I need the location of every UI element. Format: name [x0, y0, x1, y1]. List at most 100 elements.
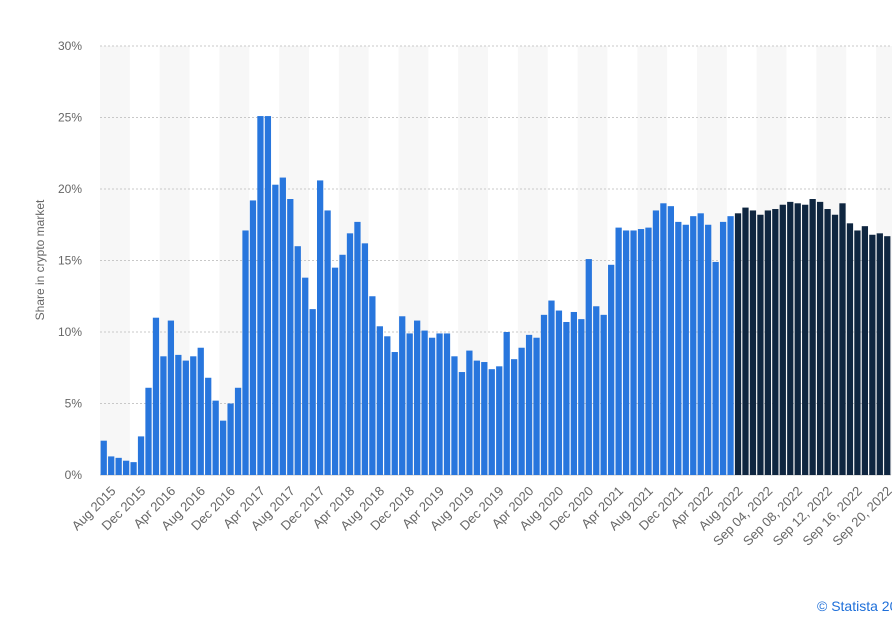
bar[interactable]: [533, 337, 540, 475]
bar[interactable]: [302, 277, 309, 475]
bar[interactable]: [152, 317, 160, 475]
bar[interactable]: [645, 227, 652, 475]
bar[interactable]: [361, 243, 369, 475]
bar[interactable]: [197, 347, 204, 475]
bar[interactable]: [481, 362, 488, 475]
bar[interactable]: [249, 200, 257, 475]
statista-credit[interactable]: © Statista 2022: [817, 598, 892, 614]
bar[interactable]: [167, 320, 175, 475]
bar[interactable]: [242, 230, 249, 475]
bar[interactable]: [682, 224, 689, 475]
bar[interactable]: [809, 199, 816, 475]
bar[interactable]: [675, 221, 682, 475]
bar[interactable]: [145, 387, 152, 475]
bar[interactable]: [384, 336, 391, 475]
bar[interactable]: [205, 377, 212, 475]
bar[interactable]: [496, 366, 503, 475]
bar[interactable]: [339, 254, 346, 475]
bar[interactable]: [660, 203, 667, 476]
bar[interactable]: [518, 347, 525, 475]
bar[interactable]: [779, 204, 786, 476]
bar[interactable]: [108, 456, 115, 475]
bar[interactable]: [563, 321, 570, 475]
bar[interactable]: [212, 400, 219, 475]
bar[interactable]: [137, 436, 145, 475]
bar[interactable]: [876, 233, 883, 475]
bar[interactable]: [421, 330, 428, 475]
bar[interactable]: [764, 210, 772, 475]
bar[interactable]: [175, 354, 182, 475]
bar[interactable]: [712, 261, 719, 475]
bar[interactable]: [846, 223, 854, 475]
bar[interactable]: [309, 309, 316, 475]
bar[interactable]: [190, 356, 197, 475]
bar[interactable]: [861, 226, 869, 475]
bar[interactable]: [622, 230, 630, 475]
bar[interactable]: [884, 236, 891, 475]
bar[interactable]: [540, 314, 548, 475]
bar[interactable]: [511, 359, 518, 475]
bar[interactable]: [466, 350, 473, 475]
bar[interactable]: [473, 360, 480, 475]
bar[interactable]: [488, 369, 495, 475]
bar[interactable]: [354, 221, 361, 475]
bar[interactable]: [578, 319, 585, 475]
bar[interactable]: [727, 216, 734, 476]
bar[interactable]: [690, 216, 697, 476]
bar[interactable]: [548, 300, 555, 475]
bar[interactable]: [130, 462, 137, 475]
bar[interactable]: [593, 306, 600, 475]
bar[interactable]: [697, 213, 704, 475]
bar[interactable]: [406, 333, 413, 475]
bar[interactable]: [667, 206, 674, 475]
bar[interactable]: [399, 316, 406, 475]
bar[interactable]: [787, 201, 794, 475]
bar[interactable]: [854, 230, 861, 475]
bar[interactable]: [816, 201, 824, 475]
bar[interactable]: [257, 116, 264, 475]
bar[interactable]: [317, 180, 324, 476]
bar[interactable]: [294, 246, 301, 475]
bar[interactable]: [615, 227, 622, 475]
bar[interactable]: [802, 204, 809, 476]
bar[interactable]: [160, 356, 167, 475]
bar[interactable]: [831, 214, 839, 476]
bar[interactable]: [734, 213, 742, 475]
bar[interactable]: [705, 224, 712, 475]
bar[interactable]: [443, 333, 451, 475]
bar[interactable]: [100, 440, 107, 475]
bar[interactable]: [115, 457, 122, 475]
bar[interactable]: [637, 229, 645, 475]
bar[interactable]: [234, 387, 242, 475]
bar[interactable]: [428, 337, 436, 475]
bar[interactable]: [414, 320, 421, 475]
bar[interactable]: [451, 356, 458, 475]
bar[interactable]: [839, 203, 846, 476]
bar[interactable]: [555, 310, 563, 475]
bar[interactable]: [585, 259, 592, 475]
bar[interactable]: [608, 264, 615, 475]
bar[interactable]: [346, 233, 354, 475]
bar[interactable]: [369, 296, 376, 475]
bar[interactable]: [227, 403, 234, 476]
bar[interactable]: [757, 214, 764, 476]
bar[interactable]: [182, 360, 189, 475]
bar[interactable]: [719, 221, 727, 475]
bar[interactable]: [436, 333, 443, 475]
bar[interactable]: [824, 209, 831, 475]
bar[interactable]: [264, 116, 272, 475]
bar[interactable]: [331, 267, 339, 475]
bar[interactable]: [272, 184, 279, 475]
bar[interactable]: [376, 326, 383, 475]
bar[interactable]: [324, 210, 331, 475]
bar[interactable]: [600, 314, 607, 475]
bar[interactable]: [503, 332, 510, 475]
bar[interactable]: [742, 207, 749, 475]
bar[interactable]: [122, 460, 130, 475]
bar[interactable]: [630, 230, 637, 475]
bar[interactable]: [794, 203, 801, 476]
bar[interactable]: [570, 311, 577, 475]
bar[interactable]: [219, 420, 227, 475]
bar[interactable]: [772, 209, 779, 475]
bar[interactable]: [391, 352, 398, 475]
